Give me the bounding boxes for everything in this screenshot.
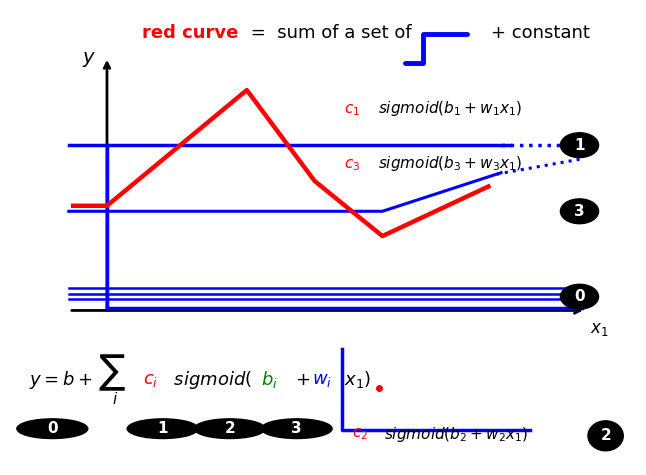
Circle shape [194,419,265,438]
Text: 0: 0 [574,289,585,304]
Text: $w_i$: $w_i$ [313,370,333,389]
Text: $sigmoid(b_2+w_2x_1)$: $sigmoid(b_2+w_2x_1)$ [384,425,528,444]
Text: $x_1)$: $x_1)$ [344,369,371,390]
Text: 1: 1 [158,421,168,436]
Text: +: + [198,420,213,437]
Circle shape [261,419,332,438]
Text: 3: 3 [291,421,302,436]
Text: $c_i$: $c_i$ [143,370,158,389]
Circle shape [561,284,599,309]
Text: $\,sigmoid($: $\,sigmoid($ [171,369,252,390]
Text: +: + [265,420,280,437]
Text: red curve: red curve [142,24,238,42]
Circle shape [588,421,623,451]
Text: $sigmoid(b_3+w_3x_1)$: $sigmoid(b_3+w_3x_1)$ [378,154,523,173]
Text: + constant: + constant [491,24,590,42]
Text: 0: 0 [47,421,57,436]
Circle shape [561,199,599,224]
Text: $y = b + $: $y = b + $ [28,369,92,390]
Text: $x_1$: $x_1$ [590,320,609,338]
Text: $b_i$: $b_i$ [261,369,278,390]
Text: 3: 3 [574,204,585,219]
Circle shape [561,133,599,158]
Circle shape [17,419,88,438]
Text: 1: 1 [574,138,585,152]
Circle shape [127,419,198,438]
Text: $\,+\,$: $\,+\,$ [289,370,310,389]
Text: 2: 2 [600,428,611,443]
Text: $sigmoid(b_1+w_1x_1)$: $sigmoid(b_1+w_1x_1)$ [378,99,523,118]
Text: $\sum$: $\sum$ [98,353,125,393]
Text: 2: 2 [224,421,235,436]
Text: $c_1$: $c_1$ [344,102,360,118]
Text: =  sum of a set of: = sum of a set of [245,24,412,42]
Text: $c_3$: $c_3$ [344,157,360,173]
Text: y: y [83,48,94,66]
Text: $i$: $i$ [112,391,118,407]
Text: $c_2$: $c_2$ [352,427,368,443]
